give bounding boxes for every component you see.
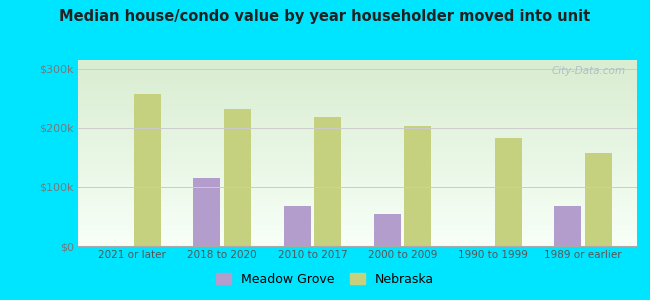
Bar bbox=[374, 214, 401, 246]
Bar bbox=[194, 178, 220, 246]
Bar bbox=[283, 206, 311, 246]
Bar bbox=[495, 138, 521, 246]
Text: Median house/condo value by year householder moved into unit: Median house/condo value by year househo… bbox=[59, 9, 591, 24]
Bar bbox=[314, 117, 341, 246]
Bar bbox=[554, 206, 581, 246]
Text: City-Data.com: City-Data.com bbox=[552, 66, 626, 76]
Bar bbox=[134, 94, 161, 246]
Bar bbox=[585, 153, 612, 246]
Bar bbox=[224, 109, 251, 246]
Legend: Meadow Grove, Nebraska: Meadow Grove, Nebraska bbox=[211, 268, 439, 291]
Bar bbox=[404, 126, 432, 246]
